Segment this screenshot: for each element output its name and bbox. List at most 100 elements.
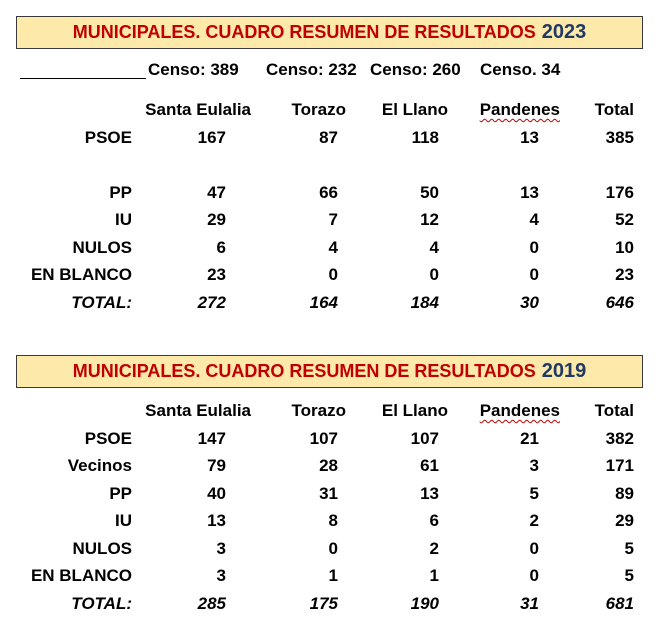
cell-value: 382 — [605, 428, 634, 448]
cell-value: 29 — [207, 210, 226, 229]
row-label: NULOS — [72, 538, 133, 558]
row-label: PP — [109, 483, 132, 503]
cell-value: 147 — [197, 428, 226, 448]
title-banner-2019: MUNICIPALES. CUADRO RESUMEN DE RESULTADO… — [16, 355, 643, 388]
table-row: IU 29 7 12 4 52 — [0, 206, 672, 234]
cell-value: 52 — [615, 210, 634, 229]
table-row: EN BLANCO 23 0 0 0 23 — [0, 261, 672, 289]
results-table-2023: Santa Eulalia Torazo El Llano Pandenes T… — [0, 96, 672, 316]
total-value: 175 — [309, 593, 338, 613]
censo-santa-eulalia: Censo: 389 — [148, 60, 239, 79]
table-row: PSOE 147 107 107 21 382 — [0, 425, 672, 453]
cell-value: 40 — [207, 483, 226, 503]
cell-value: 171 — [605, 456, 634, 475]
cell-value: 5 — [624, 538, 634, 558]
cell-value: 107 — [410, 428, 439, 448]
cell-value: 0 — [529, 265, 539, 284]
header-pandenes: Pandenes — [479, 401, 560, 420]
total-value: 272 — [197, 292, 226, 312]
cell-value: 1 — [429, 566, 439, 585]
header-torazo: Torazo — [291, 100, 346, 119]
cell-value: 385 — [605, 127, 634, 147]
total-value: 30 — [520, 292, 539, 312]
cell-value: 12 — [420, 210, 439, 229]
row-label: NULOS — [72, 237, 133, 257]
cell-value: 1 — [328, 566, 338, 585]
cell-value: 6 — [429, 511, 439, 530]
results-table-2019: Santa Eulalia Torazo El Llano Pandenes T… — [0, 397, 672, 617]
header-santa-eulalia: Santa Eulalia — [145, 401, 251, 420]
cell-value: 0 — [429, 265, 439, 284]
cell-value: 7 — [328, 210, 338, 229]
cell-value: 2 — [529, 511, 539, 530]
cell-value: 89 — [615, 483, 634, 503]
cell-value: 167 — [197, 127, 226, 147]
row-label: PSOE — [84, 428, 132, 448]
total-value: 184 — [410, 292, 439, 312]
blank-line — [20, 78, 146, 79]
table-row: PSOE 167 87 118 13 385 — [0, 124, 672, 152]
total-value: 285 — [197, 593, 226, 613]
header-row: Santa Eulalia Torazo El Llano Pandenes T… — [0, 96, 672, 124]
total-value: 681 — [605, 593, 634, 613]
header-pandenes: Pandenes — [479, 100, 560, 119]
header-total: Total — [594, 100, 634, 119]
cell-value: 23 — [207, 265, 226, 284]
total-value: 164 — [309, 292, 338, 312]
table-row: IU 13 8 6 2 29 — [0, 507, 672, 535]
table-row: PP 47 66 50 13 176 — [0, 179, 672, 207]
cell-value: 118 — [411, 127, 439, 147]
censo-torazo: Censo: 232 — [266, 60, 357, 79]
cell-value: 0 — [529, 566, 539, 585]
total-value: 31 — [520, 593, 539, 613]
total-value: 646 — [605, 292, 634, 312]
title-text-2023: MUNICIPALES. CUADRO RESUMEN DE RESULTADO… — [72, 22, 536, 42]
cell-value: 31 — [319, 483, 338, 503]
header-torazo: Torazo — [291, 401, 346, 420]
censo-pandenes: Censo. 34 — [480, 60, 561, 79]
row-label: IU — [115, 210, 132, 229]
cell-value: 176 — [605, 182, 634, 202]
header-total: Total — [594, 401, 634, 420]
row-label: EN BLANCO — [30, 265, 132, 284]
cell-value: 3 — [529, 456, 539, 475]
title-banner-2023: MUNICIPALES. CUADRO RESUMEN DE RESULTADO… — [16, 16, 643, 49]
row-label: Vecinos — [67, 456, 132, 475]
header-row: Santa Eulalia Torazo El Llano Pandenes T… — [0, 397, 672, 425]
year-2019: 2019 — [541, 360, 587, 382]
cell-value: 10 — [615, 237, 634, 257]
row-label: EN BLANCO — [30, 566, 132, 585]
cell-value: 87 — [319, 127, 338, 147]
cell-value: 5 — [529, 483, 539, 503]
header-santa-eulalia: Santa Eulalia — [145, 100, 251, 119]
table-row: PP 40 31 13 5 89 — [0, 480, 672, 508]
cell-value: 2 — [429, 538, 439, 558]
total-value: 190 — [410, 593, 439, 613]
total-row: TOTAL: 272 164 184 30 646 — [0, 289, 672, 317]
cell-value: 0 — [328, 265, 338, 284]
cell-value: 4 — [529, 210, 539, 229]
cell-value: 13 — [207, 511, 226, 530]
cell-value: 0 — [529, 538, 539, 558]
cell-value: 13 — [420, 483, 439, 503]
cell-value: 47 — [207, 182, 226, 202]
cell-value: 23 — [615, 265, 634, 284]
row-label: IU — [115, 511, 132, 530]
cell-value: 107 — [309, 428, 338, 448]
header-el-llano: El Llano — [381, 401, 448, 420]
total-label: TOTAL: — [71, 593, 132, 613]
cell-value: 29 — [615, 511, 634, 530]
table-row: NULOS 3 0 2 0 5 — [0, 535, 672, 563]
cell-value: 61 — [420, 456, 439, 475]
row-label: PSOE — [84, 127, 132, 147]
cell-value: 0 — [328, 538, 338, 558]
cell-value: 8 — [328, 511, 338, 530]
empty-row — [0, 151, 672, 179]
cell-value: 0 — [529, 237, 539, 257]
cell-value: 13 — [520, 127, 539, 147]
cell-value: 79 — [207, 456, 226, 475]
table-row: EN BLANCO 3 1 1 0 5 — [0, 562, 672, 590]
cell-value: 4 — [429, 237, 439, 257]
table-row: Vecinos 79 28 61 3 171 — [0, 452, 672, 480]
total-label: TOTAL: — [71, 292, 132, 312]
